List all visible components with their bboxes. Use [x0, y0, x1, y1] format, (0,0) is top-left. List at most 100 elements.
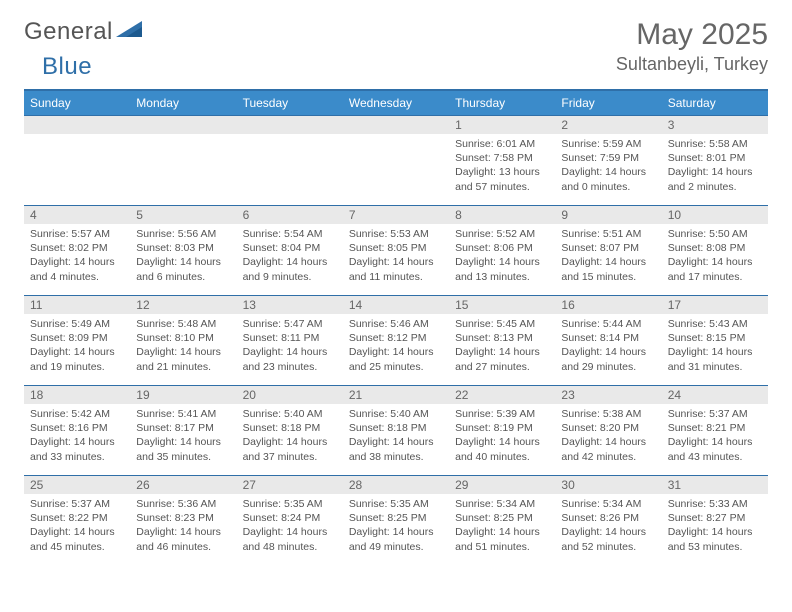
day-details: Sunrise: 5:36 AMSunset: 8:23 PMDaylight:…	[130, 494, 236, 558]
calendar-day-cell: 16Sunrise: 5:44 AMSunset: 8:14 PMDayligh…	[555, 296, 661, 386]
sunrise-line: Sunrise: 5:45 AM	[455, 317, 549, 331]
calendar-day-cell: 4Sunrise: 5:57 AMSunset: 8:02 PMDaylight…	[24, 206, 130, 296]
calendar-day-cell: 17Sunrise: 5:43 AMSunset: 8:15 PMDayligh…	[662, 296, 768, 386]
sunrise-line: Sunrise: 5:35 AM	[243, 497, 337, 511]
daylight-line: Daylight: 14 hours and 35 minutes.	[136, 435, 230, 463]
calendar-day-cell: 28Sunrise: 5:35 AMSunset: 8:25 PMDayligh…	[343, 476, 449, 566]
calendar-day-cell: 8Sunrise: 5:52 AMSunset: 8:06 PMDaylight…	[449, 206, 555, 296]
brand-logo: General	[24, 18, 142, 46]
day-details: Sunrise: 5:53 AMSunset: 8:05 PMDaylight:…	[343, 224, 449, 288]
sunrise-line: Sunrise: 5:40 AM	[349, 407, 443, 421]
day-number: 2	[555, 116, 661, 134]
sunrise-line: Sunrise: 5:43 AM	[668, 317, 762, 331]
day-details: Sunrise: 5:43 AMSunset: 8:15 PMDaylight:…	[662, 314, 768, 378]
day-details: Sunrise: 5:49 AMSunset: 8:09 PMDaylight:…	[24, 314, 130, 378]
sunrise-line: Sunrise: 5:36 AM	[136, 497, 230, 511]
calendar-head: SundayMondayTuesdayWednesdayThursdayFrid…	[24, 91, 768, 116]
calendar-day-cell: 19Sunrise: 5:41 AMSunset: 8:17 PMDayligh…	[130, 386, 236, 476]
sunset-line: Sunset: 8:05 PM	[349, 241, 443, 255]
sunrise-line: Sunrise: 5:46 AM	[349, 317, 443, 331]
day-number: 14	[343, 296, 449, 314]
day-number: 9	[555, 206, 661, 224]
calendar-day-cell: 24Sunrise: 5:37 AMSunset: 8:21 PMDayligh…	[662, 386, 768, 476]
daylight-line: Daylight: 14 hours and 11 minutes.	[349, 255, 443, 283]
calendar-day-cell: 22Sunrise: 5:39 AMSunset: 8:19 PMDayligh…	[449, 386, 555, 476]
daylight-line: Daylight: 14 hours and 29 minutes.	[561, 345, 655, 373]
daylight-line: Daylight: 14 hours and 15 minutes.	[561, 255, 655, 283]
sunset-line: Sunset: 8:08 PM	[668, 241, 762, 255]
calendar-day-cell: 13Sunrise: 5:47 AMSunset: 8:11 PMDayligh…	[237, 296, 343, 386]
day-details: Sunrise: 5:57 AMSunset: 8:02 PMDaylight:…	[24, 224, 130, 288]
sunset-line: Sunset: 8:06 PM	[455, 241, 549, 255]
day-details: Sunrise: 5:40 AMSunset: 8:18 PMDaylight:…	[343, 404, 449, 468]
sunrise-line: Sunrise: 5:34 AM	[561, 497, 655, 511]
day-details: Sunrise: 6:01 AMSunset: 7:58 PMDaylight:…	[449, 134, 555, 198]
sunset-line: Sunset: 8:25 PM	[349, 511, 443, 525]
calendar-day-cell: 21Sunrise: 5:40 AMSunset: 8:18 PMDayligh…	[343, 386, 449, 476]
day-details: Sunrise: 5:54 AMSunset: 8:04 PMDaylight:…	[237, 224, 343, 288]
daylight-line: Daylight: 14 hours and 43 minutes.	[668, 435, 762, 463]
brand-text-1: General	[24, 18, 113, 46]
brand-triangle-icon	[116, 18, 142, 46]
sunrise-line: Sunrise: 6:01 AM	[455, 137, 549, 151]
calendar-day-cell: 15Sunrise: 5:45 AMSunset: 8:13 PMDayligh…	[449, 296, 555, 386]
sunrise-line: Sunrise: 5:50 AM	[668, 227, 762, 241]
day-number: 20	[237, 386, 343, 404]
calendar-day-cell: 12Sunrise: 5:48 AMSunset: 8:10 PMDayligh…	[130, 296, 236, 386]
weekday-header: Monday	[130, 91, 236, 116]
weekday-row: SundayMondayTuesdayWednesdayThursdayFrid…	[24, 91, 768, 116]
calendar-day-cell: 18Sunrise: 5:42 AMSunset: 8:16 PMDayligh…	[24, 386, 130, 476]
day-details: Sunrise: 5:34 AMSunset: 8:25 PMDaylight:…	[449, 494, 555, 558]
sunset-line: Sunset: 8:18 PM	[349, 421, 443, 435]
sunrise-line: Sunrise: 5:58 AM	[668, 137, 762, 151]
calendar-day-cell: 3Sunrise: 5:58 AMSunset: 8:01 PMDaylight…	[662, 116, 768, 206]
sunset-line: Sunset: 8:18 PM	[243, 421, 337, 435]
weekday-header: Sunday	[24, 91, 130, 116]
empty-daynum	[237, 116, 343, 134]
day-details: Sunrise: 5:37 AMSunset: 8:21 PMDaylight:…	[662, 404, 768, 468]
sunset-line: Sunset: 8:04 PM	[243, 241, 337, 255]
daylight-line: Daylight: 14 hours and 37 minutes.	[243, 435, 337, 463]
daylight-line: Daylight: 14 hours and 45 minutes.	[30, 525, 124, 553]
day-details: Sunrise: 5:58 AMSunset: 8:01 PMDaylight:…	[662, 134, 768, 198]
sunset-line: Sunset: 7:59 PM	[561, 151, 655, 165]
sunset-line: Sunset: 8:13 PM	[455, 331, 549, 345]
sunrise-line: Sunrise: 5:39 AM	[455, 407, 549, 421]
day-number: 26	[130, 476, 236, 494]
calendar-day-cell: 31Sunrise: 5:33 AMSunset: 8:27 PMDayligh…	[662, 476, 768, 566]
daylight-line: Daylight: 14 hours and 48 minutes.	[243, 525, 337, 553]
daylight-line: Daylight: 14 hours and 17 minutes.	[668, 255, 762, 283]
sunset-line: Sunset: 8:19 PM	[455, 421, 549, 435]
sunset-line: Sunset: 8:11 PM	[243, 331, 337, 345]
day-details: Sunrise: 5:35 AMSunset: 8:25 PMDaylight:…	[343, 494, 449, 558]
calendar-day-cell: 14Sunrise: 5:46 AMSunset: 8:12 PMDayligh…	[343, 296, 449, 386]
calendar-day-cell: 6Sunrise: 5:54 AMSunset: 8:04 PMDaylight…	[237, 206, 343, 296]
sunset-line: Sunset: 8:12 PM	[349, 331, 443, 345]
day-details: Sunrise: 5:41 AMSunset: 8:17 PMDaylight:…	[130, 404, 236, 468]
daylight-line: Daylight: 14 hours and 13 minutes.	[455, 255, 549, 283]
day-number: 25	[24, 476, 130, 494]
weekday-header: Thursday	[449, 91, 555, 116]
day-number: 17	[662, 296, 768, 314]
calendar-week-row: 4Sunrise: 5:57 AMSunset: 8:02 PMDaylight…	[24, 206, 768, 296]
calendar-week-row: 1Sunrise: 6:01 AMSunset: 7:58 PMDaylight…	[24, 116, 768, 206]
day-details: Sunrise: 5:59 AMSunset: 7:59 PMDaylight:…	[555, 134, 661, 198]
day-details: Sunrise: 5:35 AMSunset: 8:24 PMDaylight:…	[237, 494, 343, 558]
calendar-day-cell: 20Sunrise: 5:40 AMSunset: 8:18 PMDayligh…	[237, 386, 343, 476]
sunset-line: Sunset: 8:07 PM	[561, 241, 655, 255]
day-details: Sunrise: 5:33 AMSunset: 8:27 PMDaylight:…	[662, 494, 768, 558]
day-details: Sunrise: 5:37 AMSunset: 8:22 PMDaylight:…	[24, 494, 130, 558]
sunrise-line: Sunrise: 5:47 AM	[243, 317, 337, 331]
calendar-day-cell	[24, 116, 130, 206]
daylight-line: Daylight: 14 hours and 40 minutes.	[455, 435, 549, 463]
daylight-line: Daylight: 14 hours and 21 minutes.	[136, 345, 230, 373]
day-number: 16	[555, 296, 661, 314]
day-number: 24	[662, 386, 768, 404]
calendar-day-cell: 26Sunrise: 5:36 AMSunset: 8:23 PMDayligh…	[130, 476, 236, 566]
daylight-line: Daylight: 14 hours and 23 minutes.	[243, 345, 337, 373]
day-number: 11	[24, 296, 130, 314]
daylight-line: Daylight: 14 hours and 6 minutes.	[136, 255, 230, 283]
sunrise-line: Sunrise: 5:38 AM	[561, 407, 655, 421]
sunset-line: Sunset: 8:24 PM	[243, 511, 337, 525]
empty-daynum	[24, 116, 130, 134]
